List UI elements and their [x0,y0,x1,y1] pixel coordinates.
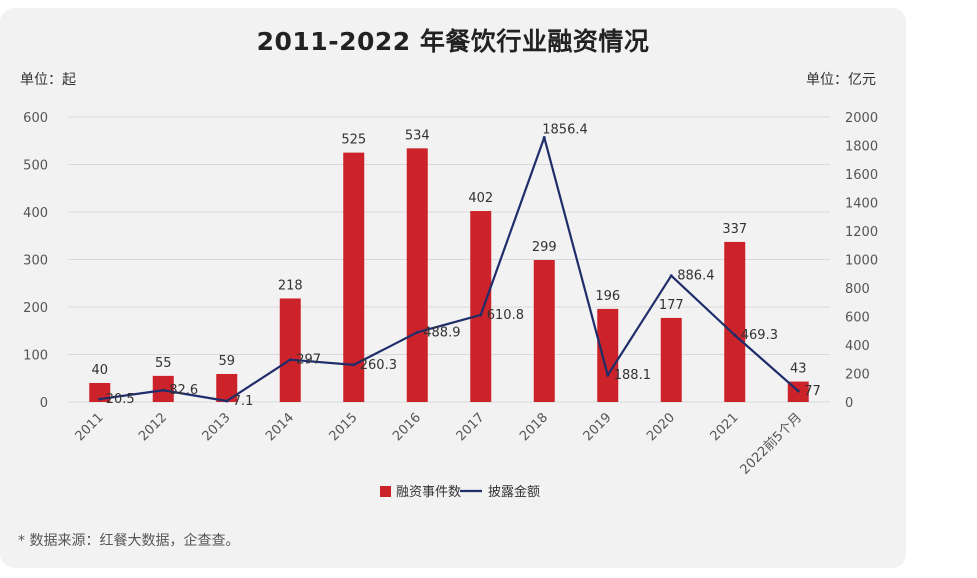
right-tick-label: 800 [845,282,870,297]
bar-value-label: 177 [659,298,684,313]
line-value-label: 188.1 [614,368,651,383]
bar [724,241,746,402]
chart-title: 2011-2022 年餐饮行业融资情况 [256,27,650,56]
bar-value-label: 40 [91,363,108,378]
x-axis-ticks: 2011 2012 2013 2014 2015 2016 2017 2018 2019 2020… [73,410,806,478]
right-tick-label: 600 [845,311,870,326]
bar [279,298,301,402]
bar [660,317,682,402]
bar-value-label: 55 [155,356,172,371]
right-tick-label: 2000 [845,111,878,126]
line-point [352,363,356,367]
left-axis-unit: 单位：起 [20,72,76,88]
right-tick-label: 1800 [845,140,878,155]
bar-value-label: 196 [595,289,620,304]
line-value-label: 297 [296,353,321,368]
line-point [669,274,673,278]
bar [216,373,238,402]
bar-value-label: 337 [722,222,747,237]
x-tick-label: 2011 [73,410,107,444]
bar-value-label: 525 [341,133,366,148]
line-value-label: 7.1 [233,394,254,409]
left-tick-label: 400 [23,206,48,221]
right-tick-label: 400 [845,339,870,354]
line-value-label: 20.5 [106,392,135,407]
right-tick-label: 0 [845,396,853,411]
line-labels: 20.5 82.6 7.1 297 260.3 488.9 610.8 1856.4 188.1… [106,122,821,409]
x-tick-label: 2013 [200,410,234,444]
right-tick-label: 1600 [845,168,878,183]
legend-bar-swatch [380,486,391,497]
right-tick-label: 1200 [845,225,878,240]
line-point [161,388,165,392]
bar [597,308,619,402]
x-tick-label: 2021 [708,410,742,444]
bar-value-label: 43 [790,362,807,377]
left-axis-ticks: 0 100 200 300 400 500 600 [23,111,48,411]
line-value-label: 77 [804,384,821,399]
x-tick-label: 2022前5个月 [737,410,805,478]
bar [533,259,555,402]
line-value-label: 1856.4 [542,122,588,137]
line-point [225,399,229,403]
legend-line-label: 披露金额 [488,484,540,500]
left-tick-label: 100 [23,349,48,364]
gridlines [68,116,830,403]
x-tick-label: 2018 [517,410,551,444]
line-point [796,389,800,393]
legend-bar-label: 融资事件数 [396,485,461,500]
line-value-label: 488.9 [423,325,460,340]
x-tick-label: 2015 [327,410,361,444]
right-axis-ticks: 0 200 400 600 800 1000 1200 1400 1600 1800 2000 [845,111,878,411]
bar-labels: 40 55 59 218 525 534 402 299 196 177 337 43 [91,128,806,378]
right-tick-label: 200 [845,368,870,383]
chart-card [0,8,906,568]
bar-value-label: 299 [532,240,557,255]
bar [470,211,492,402]
line-path [99,136,799,403]
x-tick-label: 2020 [644,410,678,444]
bar-value-label: 59 [218,354,235,369]
left-tick-label: 200 [23,301,48,316]
chart-svg: 0 100 200 300 400 500 600 0 200 400 600 800 1000 120… [23,111,878,500]
bar-value-label: 402 [468,191,493,206]
line-value-label: 886.4 [677,269,714,284]
bar-value-label: 534 [405,128,430,143]
bar-value-label: 218 [278,278,303,293]
x-tick-label: 2019 [581,410,615,444]
left-tick-label: 600 [23,111,48,126]
line-value-label: 260.3 [360,358,397,373]
line-value-label: 469.3 [741,328,778,343]
line-point [288,358,292,362]
line-point [606,373,610,377]
line-point [98,397,102,401]
left-tick-label: 500 [23,159,48,174]
line-point [733,333,737,337]
line-point [542,135,546,139]
line-value-label: 610.8 [487,308,524,323]
data-source-footnote: * 数据来源：红餐大数据，企查查。 [18,533,240,549]
line-series [98,135,800,403]
right-axis-unit: 单位：亿元 [806,72,876,88]
left-tick-label: 300 [23,254,48,269]
line-value-label: 82.6 [169,383,198,398]
x-tick-label: 2016 [390,410,424,444]
bar-series [89,148,809,402]
right-tick-label: 1000 [845,254,878,269]
x-tick-label: 2014 [263,410,297,444]
line-point [415,330,419,334]
bar [406,148,428,402]
bar [343,152,365,402]
x-tick-label: 2017 [454,410,488,444]
right-tick-label: 1400 [845,197,878,212]
left-tick-label: 0 [40,396,48,411]
legend: 融资事件数 披露金额 [380,484,540,500]
line-point [479,313,483,317]
x-tick-label: 2012 [136,410,170,444]
